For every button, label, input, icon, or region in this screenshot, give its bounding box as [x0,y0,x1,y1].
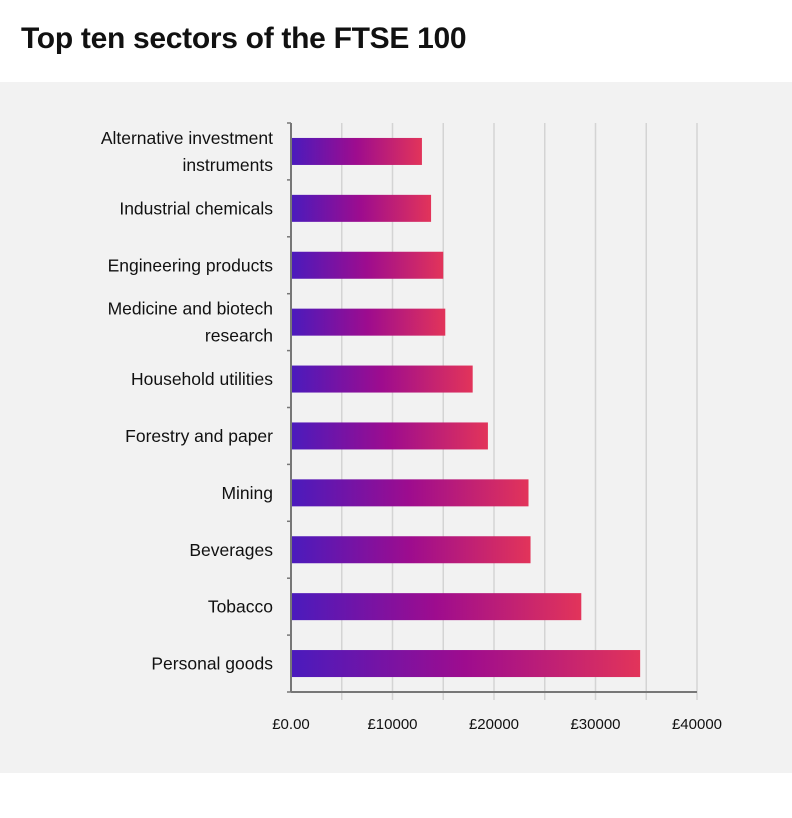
bar [291,593,582,621]
x-tick-label: £0.00 [272,716,310,733]
category-label-line: Engineering products [108,255,274,275]
bar [291,479,529,507]
category-label-line: Beverages [189,540,273,560]
category-label-line: instruments [183,155,274,175]
category-label-line: research [205,326,273,346]
category-label-line: Personal goods [151,654,273,674]
bar [291,365,473,393]
category-label: Industrial chemicals [119,198,273,218]
category-label: Medicine and biotech research [108,299,273,346]
bar [291,650,641,678]
category-label: Tobacco [208,597,273,617]
category-label-line: Tobacco [208,597,273,617]
category-label: Beverages [189,540,273,560]
bar [291,137,422,165]
bar [291,536,531,564]
bar [291,422,488,450]
bar [291,194,432,222]
category-label: Forestry and paper [125,426,273,446]
chart-title: Top ten sectors of the FTSE 100 [21,22,467,55]
x-tick-label: £20000 [469,716,519,733]
x-tick-label: £40000 [672,716,722,733]
category-label: Household utilities [131,369,273,389]
category-label-line: Alternative investment [101,128,273,148]
x-tick-label: £30000 [570,716,620,733]
bar [291,251,444,279]
category-label-line: Mining [221,483,273,503]
category-label: Mining [221,483,273,503]
category-label-line: Medicine and biotech [108,299,273,319]
category-label-line: Industrial chemicals [119,198,273,218]
category-label-line: Household utilities [131,369,273,389]
category-label-line: Forestry and paper [125,426,273,446]
category-label: Alternative investment instruments [101,128,273,175]
x-tick-label: £10000 [367,716,417,733]
category-label: Engineering products [108,255,274,275]
category-label: Personal goods [151,654,273,674]
bar [291,308,446,336]
